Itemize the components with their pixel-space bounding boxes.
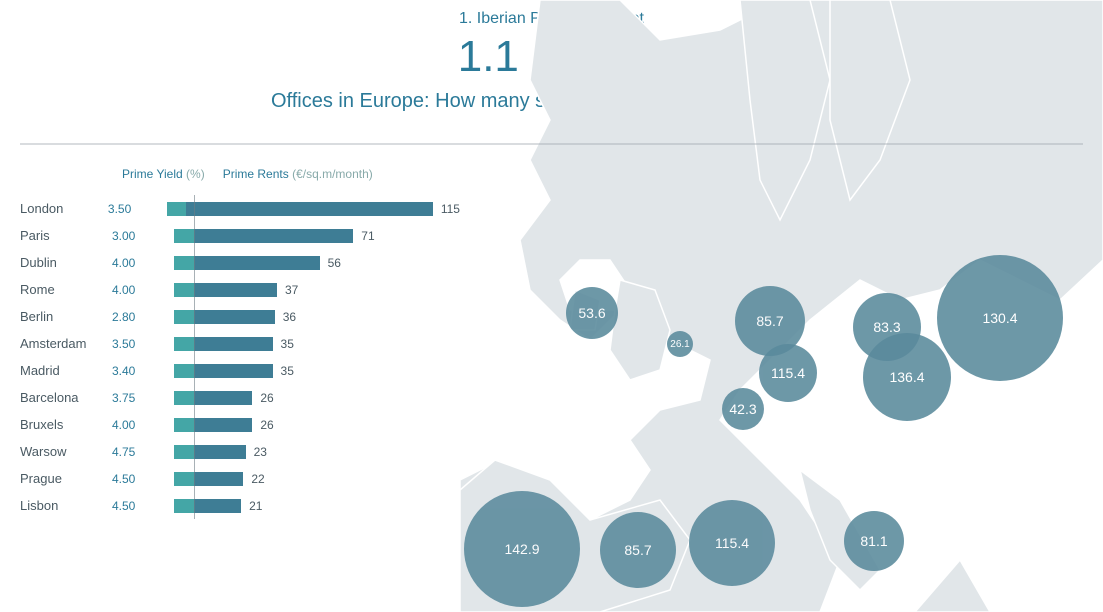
- rent-bar: [194, 418, 252, 432]
- table-row: Barcelona3.75 26: [20, 384, 460, 411]
- yield-bar: [174, 445, 194, 459]
- rent-bar: [194, 310, 275, 324]
- yield-bar: [174, 337, 194, 351]
- yield-value: 4.00: [112, 256, 174, 270]
- rent-value: 22: [251, 472, 264, 486]
- table-row: Prague4.50 22: [20, 465, 460, 492]
- rent-bar: [194, 445, 246, 459]
- rent-value: 35: [281, 364, 294, 378]
- yield-bar: [174, 499, 194, 513]
- rent-value: 26: [260, 418, 273, 432]
- europe-map: 53.626.185.7115.442.383.3136.4130.4142.9…: [460, 0, 1103, 612]
- city-label: Bruxels: [20, 417, 112, 432]
- rent-value: 71: [361, 229, 374, 243]
- rent-bar: [194, 283, 277, 297]
- city-label: Paris: [20, 228, 112, 243]
- city-label: Amsterdam: [20, 336, 112, 351]
- rent-value: 37: [285, 283, 298, 297]
- map-bubble: 115.4: [689, 500, 775, 586]
- axis-line: [194, 195, 195, 519]
- city-label: Warsow: [20, 444, 112, 459]
- yield-value: 3.75: [112, 391, 174, 405]
- city-label: Berlin: [20, 309, 112, 324]
- yield-bar: [174, 229, 194, 243]
- table-row: Lisbon4.50 21: [20, 492, 460, 519]
- map-bubble: 85.7: [600, 512, 676, 588]
- rent-bar: [186, 202, 433, 216]
- rent-value: 56: [328, 256, 341, 270]
- city-label: Barcelona: [20, 390, 112, 405]
- rent-value: 21: [249, 499, 262, 513]
- rent-bar: [194, 256, 320, 270]
- yield-bar: [174, 418, 194, 432]
- city-label: Prague: [20, 471, 112, 486]
- map-bubble: 142.9: [464, 491, 580, 607]
- rent-value: 35: [281, 337, 294, 351]
- yield-value: 3.40: [112, 364, 174, 378]
- section-divider: [20, 143, 1083, 145]
- yield-value: 4.00: [112, 418, 174, 432]
- yield-value: 4.75: [112, 445, 174, 459]
- rent-value: 23: [254, 445, 267, 459]
- yield-bar: [174, 364, 194, 378]
- rent-bar: [194, 364, 273, 378]
- yield-value: 4.50: [112, 472, 174, 486]
- rent-bar: [194, 337, 273, 351]
- yield-value: 4.50: [112, 499, 174, 513]
- city-label: Lisbon: [20, 498, 112, 513]
- map-bubble: 81.1: [844, 511, 904, 571]
- map-bubble: 53.6: [566, 287, 618, 339]
- rent-bar: [194, 391, 252, 405]
- yield-value: 2.80: [112, 310, 174, 324]
- rent-bar: [194, 229, 353, 243]
- table-row: Dublin4.00 56: [20, 249, 460, 276]
- table-row: Amsterdam3.50 35: [20, 330, 460, 357]
- yield-value: 3.50: [112, 337, 174, 351]
- map-bubble: 42.3: [722, 388, 764, 430]
- yield-bar: [174, 391, 194, 405]
- yield-header: Prime Yield (%): [122, 167, 205, 181]
- map-bubble: 115.4: [759, 344, 817, 402]
- map-bubble: 130.4: [937, 255, 1063, 381]
- rent-value: 26: [260, 391, 273, 405]
- yield-bar: [167, 202, 186, 216]
- rent-bar: [194, 472, 243, 486]
- yield-bar: [174, 310, 194, 324]
- rent-header: Prime Rents (€/sq.m/month): [223, 167, 373, 181]
- rent-value: 36: [283, 310, 296, 324]
- yield-bar: [174, 256, 194, 270]
- yield-value: 3.50: [108, 202, 167, 216]
- table-row: Bruxels4.00 26: [20, 411, 460, 438]
- rent-bar: [194, 499, 241, 513]
- rent-value: 115: [441, 202, 460, 216]
- table-row: Berlin2.80 36: [20, 303, 460, 330]
- table-row: Paris3.00 71: [20, 222, 460, 249]
- bar-chart: Prime Yield (%) Prime Rents (€/sq.m/mont…: [20, 167, 460, 519]
- map-bubble: 136.4: [863, 333, 951, 421]
- map-bubble: 26.1: [667, 331, 693, 357]
- table-row: Warsow4.75 23: [20, 438, 460, 465]
- yield-value: 3.00: [112, 229, 174, 243]
- table-row: London3.50 115: [20, 195, 460, 222]
- yield-bar: [174, 472, 194, 486]
- city-label: Rome: [20, 282, 112, 297]
- city-label: London: [20, 201, 108, 216]
- table-row: Madrid3.40 35: [20, 357, 460, 384]
- yield-bar: [174, 283, 194, 297]
- city-label: Madrid: [20, 363, 112, 378]
- yield-value: 4.00: [112, 283, 174, 297]
- city-label: Dublin: [20, 255, 112, 270]
- table-row: Rome4.00 37: [20, 276, 460, 303]
